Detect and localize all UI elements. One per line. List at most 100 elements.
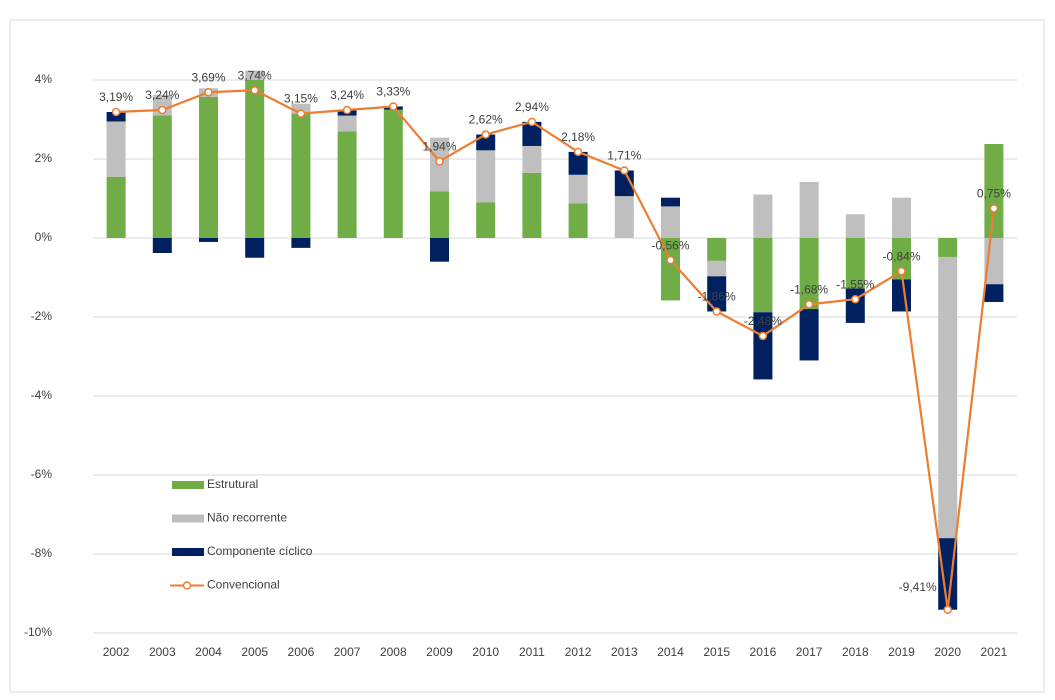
data-label: -1,68% bbox=[790, 283, 828, 297]
line-marker bbox=[435, 157, 444, 166]
legend-label: Estrutural bbox=[207, 477, 258, 491]
bar-segment bbox=[938, 538, 958, 610]
y-tick-label: -6% bbox=[31, 467, 53, 481]
data-label: -9,41% bbox=[899, 580, 937, 594]
data-label: 2,94% bbox=[515, 100, 549, 114]
x-tick-label: 2020 bbox=[934, 645, 961, 659]
data-label: 1,94% bbox=[422, 140, 456, 154]
bar-segment bbox=[291, 238, 311, 248]
y-tick-label: 4% bbox=[35, 72, 53, 86]
bar-segment bbox=[430, 238, 449, 262]
legend-swatch bbox=[172, 548, 204, 556]
bar-segment bbox=[892, 279, 911, 312]
data-label: 3,19% bbox=[99, 90, 133, 104]
legend-label: Não recorrente bbox=[207, 511, 287, 525]
bar-segment bbox=[383, 109, 403, 238]
bar-segment bbox=[984, 143, 1004, 238]
bar-segment bbox=[753, 238, 773, 313]
x-tick-label: 2021 bbox=[981, 645, 1008, 659]
bar-segment bbox=[476, 202, 496, 238]
bar-segment bbox=[707, 276, 727, 312]
line-marker bbox=[897, 266, 906, 276]
line-marker bbox=[989, 204, 999, 213]
y-tick-label: -8% bbox=[31, 546, 53, 560]
data-label: -2,48% bbox=[744, 314, 782, 328]
y-tick-label: -10% bbox=[24, 625, 52, 639]
bar-segment bbox=[799, 238, 819, 310]
data-label: 2,18% bbox=[561, 130, 595, 144]
data-label: -1,86% bbox=[698, 290, 736, 304]
x-tick-label: 2011 bbox=[519, 645, 545, 659]
line-marker bbox=[804, 300, 814, 309]
bar-segment bbox=[568, 151, 588, 175]
legend-swatch bbox=[172, 514, 204, 523]
bar-segment bbox=[337, 131, 357, 238]
bar-segment bbox=[799, 309, 819, 361]
bar-segment bbox=[291, 113, 311, 238]
line-marker bbox=[111, 107, 121, 117]
line-marker bbox=[296, 109, 306, 118]
data-label: -0,84% bbox=[882, 249, 920, 263]
y-tick-label: 0% bbox=[35, 230, 53, 244]
line-marker bbox=[250, 86, 259, 95]
x-tick-label: 2019 bbox=[888, 645, 915, 659]
legend-swatch bbox=[182, 581, 192, 590]
bar-segment bbox=[568, 203, 588, 238]
bar-segment bbox=[152, 115, 172, 238]
x-tick-label: 2006 bbox=[288, 645, 315, 659]
bar-segment bbox=[430, 191, 449, 238]
bar-segment bbox=[245, 80, 265, 238]
x-tick-label: 2003 bbox=[149, 645, 176, 659]
bar-segment bbox=[753, 194, 773, 238]
x-tick-label: 2005 bbox=[241, 645, 268, 659]
line-marker bbox=[851, 294, 860, 304]
data-label: 2,62% bbox=[469, 113, 503, 127]
line-marker bbox=[758, 331, 768, 341]
data-label: 3,24% bbox=[330, 88, 364, 102]
bar-segment bbox=[661, 238, 680, 301]
bar-segment bbox=[245, 238, 265, 258]
legend-swatch bbox=[172, 481, 204, 489]
bar-segment bbox=[152, 238, 172, 254]
line-marker bbox=[712, 307, 721, 316]
bar-segment bbox=[291, 103, 311, 114]
bar-segment bbox=[106, 111, 126, 122]
y-tick-label: -4% bbox=[31, 388, 53, 402]
line-marker bbox=[573, 147, 583, 157]
line-marker bbox=[620, 166, 629, 175]
bar-segment bbox=[938, 238, 958, 257]
x-tick-label: 2007 bbox=[334, 645, 361, 659]
line-marker bbox=[389, 102, 398, 111]
y-tick-label: -2% bbox=[31, 309, 53, 323]
data-label: 0,75% bbox=[977, 187, 1011, 201]
bar-segment bbox=[892, 238, 911, 280]
x-tick-label: 2010 bbox=[472, 645, 499, 659]
bar-segment bbox=[568, 174, 588, 204]
bar-segment bbox=[522, 145, 542, 173]
bar-segment bbox=[337, 115, 357, 132]
bar-segment bbox=[199, 96, 218, 238]
x-tick-label: 2016 bbox=[750, 645, 777, 659]
bar-segment bbox=[799, 181, 819, 238]
x-tick-label: 2008 bbox=[380, 645, 407, 659]
bar-segment bbox=[753, 312, 773, 380]
data-label: 3,74% bbox=[238, 68, 272, 82]
line-marker bbox=[481, 130, 490, 139]
line bbox=[116, 89, 995, 610]
x-tick-label: 2018 bbox=[842, 645, 869, 659]
bar-segment bbox=[476, 150, 496, 203]
x-tick-label: 2004 bbox=[195, 645, 222, 659]
bar-segment bbox=[106, 121, 126, 177]
line-marker bbox=[204, 87, 213, 97]
bar-segment bbox=[892, 197, 911, 238]
x-tick-label: 2014 bbox=[657, 645, 684, 659]
x-tick-label: 2009 bbox=[426, 645, 453, 659]
bar-segment bbox=[845, 238, 865, 289]
bar-segment bbox=[845, 214, 865, 238]
line-marker bbox=[666, 255, 675, 265]
legend-label: Convencional bbox=[207, 578, 280, 592]
data-label: 3,24% bbox=[145, 88, 179, 102]
line-marker bbox=[342, 105, 352, 115]
bar-segment bbox=[522, 172, 542, 238]
